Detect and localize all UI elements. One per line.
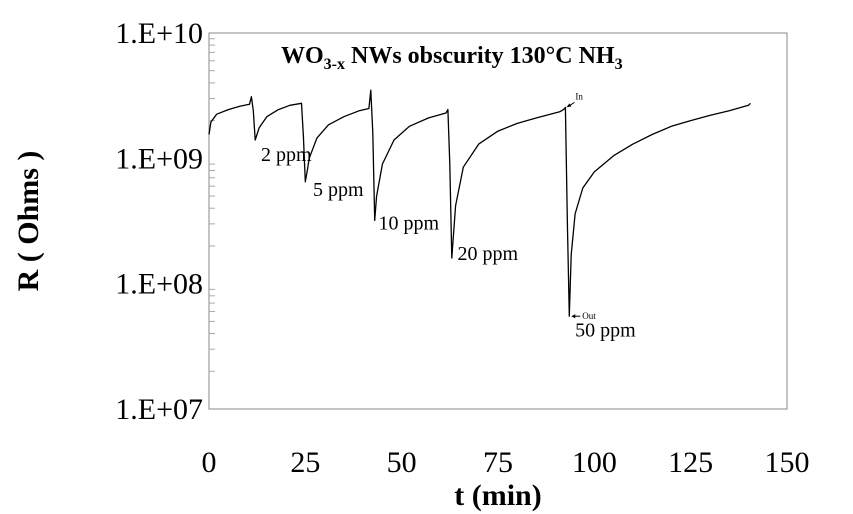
marker-label: In (575, 91, 583, 101)
x-tick-label: 25 (290, 446, 320, 479)
x-tick-label: 150 (765, 446, 810, 479)
concentration-label: 5 ppm (313, 179, 364, 201)
marker-arrowhead (571, 314, 576, 319)
title-subscript-2: 3 (615, 56, 623, 73)
x-tick-labels: 0 25 50 75 100 125 150 (202, 446, 810, 479)
marker-out: Out (571, 311, 596, 321)
marker-arrowhead (566, 103, 572, 108)
concentration-label: 50 ppm (575, 319, 636, 341)
x-tick-label: 50 (387, 446, 417, 479)
y-tick-label: 1.E+07 (115, 393, 203, 426)
concentration-label: 2 ppm (261, 144, 312, 166)
minor-ticks (209, 38, 215, 372)
y-tick-labels: 1.E+07 1.E+08 1.E+09 1.E+10 (115, 17, 203, 426)
x-tick-label: 100 (572, 446, 617, 479)
y-tick-label: 1.E+08 (115, 268, 203, 301)
concentration-label: 10 ppm (379, 213, 440, 235)
x-tick-label: 75 (483, 446, 513, 479)
x-tick-label: 125 (668, 446, 713, 479)
plot-frame (208, 32, 788, 410)
concentration-label: 20 ppm (458, 243, 519, 265)
y-tick-label: 1.E+10 (115, 17, 203, 50)
y-tick-label: 1.E+09 (115, 142, 203, 175)
markers: In Out (566, 91, 596, 321)
x-tick-label: 0 (202, 446, 217, 479)
chart-title: WO3-x NWs obscurity 130°C NH3 (281, 43, 623, 73)
marker-label: Out (582, 311, 596, 321)
series-line (208, 89, 751, 317)
title-subscript-1: 3-x (324, 56, 345, 73)
x-axis-title: t (min) (454, 479, 541, 512)
marker-in: In (566, 91, 583, 108)
y-axis-title: R ( Ohms ) (12, 151, 45, 292)
